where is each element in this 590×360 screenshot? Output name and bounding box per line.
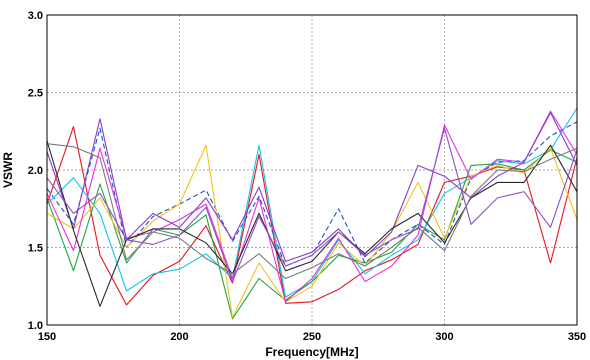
series-line-5 [46, 144, 578, 318]
series-line-10 [46, 127, 578, 283]
series-line-8 [46, 140, 578, 307]
series-line-9 [46, 143, 578, 280]
y-axis-tick-labels: 1.0 1.5 2.0 2.5 3.0 [28, 10, 43, 332]
x-tick-label: 350 [568, 331, 586, 343]
x-tick-label: 250 [303, 331, 321, 343]
y-tick-label: 3.0 [28, 10, 43, 22]
x-tick-label: 150 [38, 331, 56, 343]
data-series [46, 107, 578, 320]
y-tick-label: 2.5 [28, 88, 43, 100]
plot-area-frame [46, 14, 578, 326]
y-tick-label: 1.5 [28, 243, 43, 255]
series-line-4 [46, 149, 578, 320]
x-axis-tick-labels: 150 200 250 300 350 [38, 331, 586, 343]
y-tick-label: 2.0 [28, 165, 43, 177]
x-tick-label: 300 [435, 331, 453, 343]
series-line-1 [46, 126, 578, 306]
x-axis-title: Frequency[MHz] [265, 345, 358, 359]
series-line-7 [46, 112, 578, 262]
y-tick-label: 1.0 [28, 320, 43, 332]
x-tick-label: 200 [170, 331, 188, 343]
y-axis-title: VSWR [1, 152, 15, 188]
